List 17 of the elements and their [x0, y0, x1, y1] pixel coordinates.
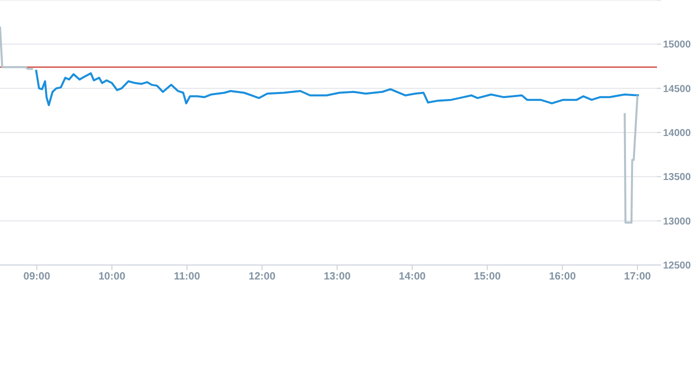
x-tick-label: 14:00 — [398, 270, 426, 282]
x-tick-label: 12:00 — [248, 270, 276, 282]
x-tick-label: 15:00 — [474, 270, 501, 282]
line-series — [35, 68, 640, 106]
y-tick-label: 12500 — [663, 260, 692, 272]
x-tick-label: 13:00 — [324, 270, 351, 282]
y-tick-label: 13500 — [663, 172, 692, 184]
x-tick-label: 17:00 — [624, 270, 652, 282]
y-tick-label: 13000 — [663, 216, 692, 228]
x-tick-label: 09:00 — [23, 270, 50, 282]
line-series — [624, 94, 638, 224]
y-tick-label: 15000 — [663, 40, 692, 51]
x-tick-label: 10:00 — [98, 270, 126, 282]
y-tick-label: 14500 — [663, 84, 692, 95]
y-tick-label: 14000 — [663, 128, 692, 140]
x-tick-label: 16:00 — [548, 270, 576, 282]
x-tick-label: 11:00 — [174, 270, 200, 282]
